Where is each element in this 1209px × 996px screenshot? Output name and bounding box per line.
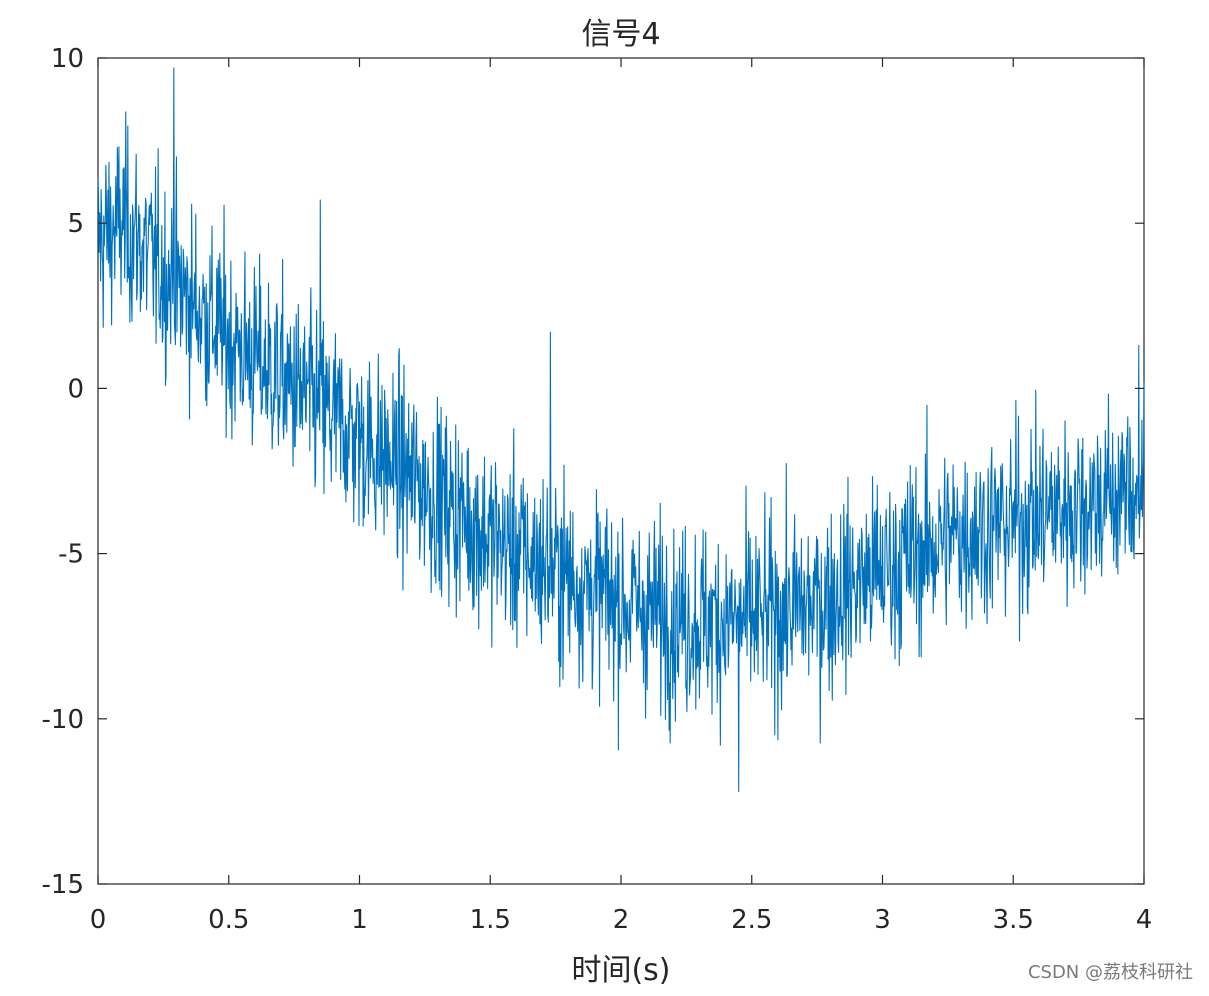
x-tick-label: 1.5 (470, 905, 511, 935)
y-tick-label: 10 (51, 44, 84, 74)
x-tick-label: 2 (613, 905, 630, 935)
y-tick-label: -5 (58, 540, 84, 570)
x-tick-label: 3.5 (993, 905, 1034, 935)
x-tick-label: 0 (90, 905, 107, 935)
y-tick-label: -15 (42, 870, 84, 900)
x-axis-label: 时间(s) (571, 953, 670, 988)
y-tick-label: -10 (42, 705, 84, 735)
y-tick-label: 5 (67, 209, 84, 239)
x-tick-label: 2.5 (731, 905, 772, 935)
x-axis-ticks: 0 0.5 1 1.5 2 2.5 3 3.5 4 (90, 58, 1153, 935)
y-tick-label: 0 (67, 374, 84, 404)
plot-area (97, 57, 1145, 885)
y-axis-ticks: 10 5 0 -5 -10 -15 (42, 44, 1144, 900)
chart-title: 信号4 (581, 17, 660, 52)
axes-box (97, 57, 1145, 885)
x-tick-label: 4 (1136, 905, 1153, 935)
signal-line (97, 67, 1145, 793)
signal-series (97, 67, 1145, 793)
x-tick-label: 3 (874, 905, 891, 935)
x-tick-label: 1 (351, 905, 368, 935)
watermark: CSDN @荔枝科研社 (1027, 962, 1193, 983)
x-tick-label: 0.5 (208, 905, 249, 935)
